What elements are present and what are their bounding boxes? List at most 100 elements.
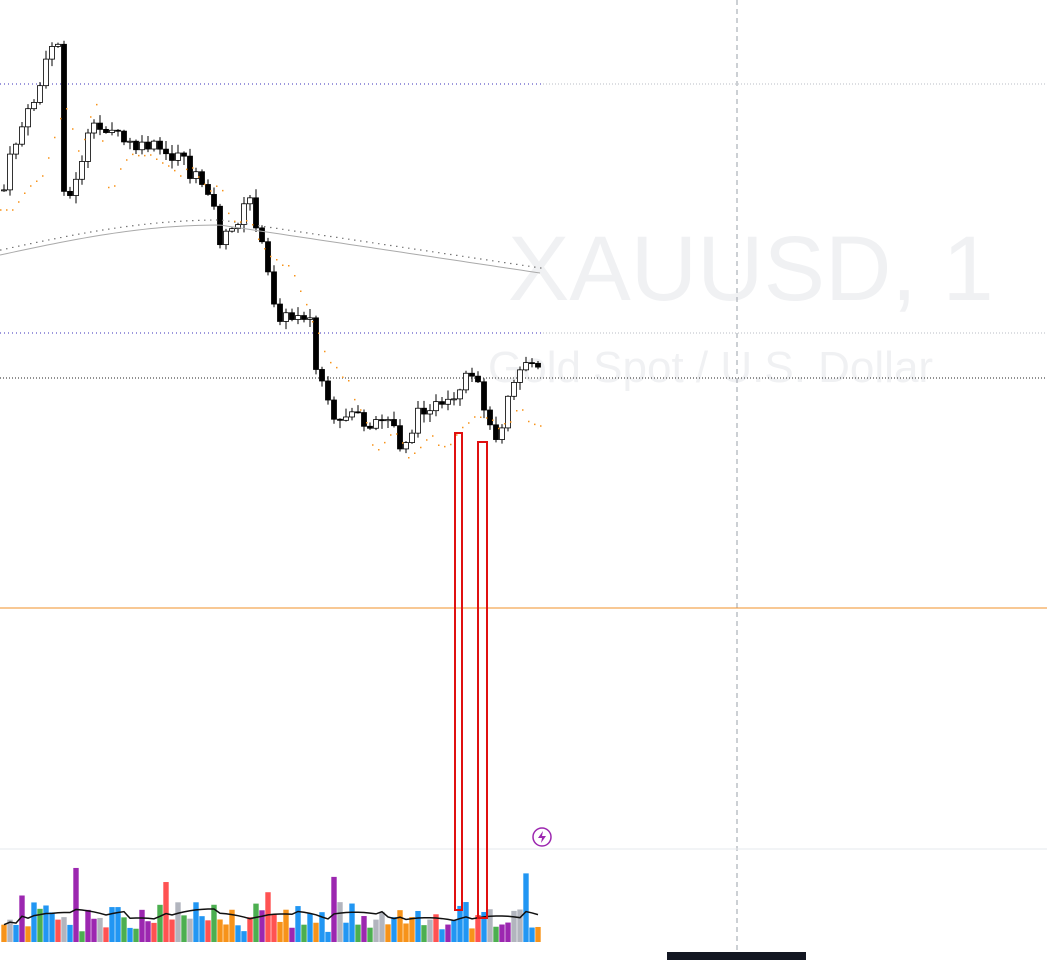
volume-bar bbox=[427, 919, 433, 942]
volume-bar bbox=[535, 926, 541, 942]
volume-bar bbox=[121, 917, 127, 942]
volume-bar bbox=[409, 917, 415, 942]
candle-body bbox=[313, 317, 319, 370]
volume-bar bbox=[331, 876, 337, 942]
candle-body bbox=[421, 407, 427, 415]
candle-body bbox=[199, 171, 205, 185]
volume-bar bbox=[337, 902, 343, 942]
candle-body bbox=[73, 178, 79, 196]
candle-body bbox=[235, 224, 241, 230]
candle-body bbox=[79, 161, 85, 180]
volume-bar bbox=[55, 919, 61, 942]
candle-body bbox=[517, 369, 523, 383]
volume-bar bbox=[505, 922, 511, 942]
candle-body bbox=[181, 152, 187, 157]
candle-body bbox=[259, 227, 265, 243]
volume-bar bbox=[31, 902, 37, 942]
volume-bar bbox=[271, 914, 277, 942]
candle-body bbox=[385, 419, 391, 422]
volume-bar bbox=[211, 904, 217, 942]
candle-body bbox=[175, 152, 181, 161]
moving-average-dots bbox=[0, 219, 542, 269]
volume-bar bbox=[313, 922, 319, 942]
candle-body bbox=[475, 375, 481, 383]
candle-body bbox=[355, 411, 361, 414]
candle-body bbox=[391, 419, 397, 427]
volume-bar bbox=[343, 922, 349, 942]
volume-bar bbox=[325, 931, 331, 942]
volume-bar bbox=[157, 904, 163, 942]
moving-average bbox=[0, 224, 541, 274]
candle-body bbox=[481, 381, 487, 411]
volume-bar bbox=[421, 925, 427, 942]
candle-body bbox=[535, 362, 541, 368]
volume-bar bbox=[301, 924, 307, 942]
candle-body bbox=[319, 369, 325, 382]
candle-body bbox=[415, 407, 421, 434]
candle-body bbox=[451, 398, 457, 401]
candle-body bbox=[139, 141, 145, 151]
volume-bar bbox=[379, 911, 385, 942]
volume-bar bbox=[223, 924, 229, 942]
toolbar bbox=[667, 952, 806, 960]
candle-body bbox=[457, 389, 463, 400]
volume-bar bbox=[79, 931, 85, 942]
volume-bar bbox=[19, 895, 25, 942]
volume-bar bbox=[229, 909, 235, 942]
candle-body bbox=[529, 362, 535, 365]
candle-body bbox=[337, 418, 343, 421]
candle-body bbox=[229, 228, 235, 232]
candle-body bbox=[331, 399, 337, 420]
candle-body bbox=[91, 122, 97, 134]
volume-bar bbox=[277, 921, 283, 942]
volume-bar bbox=[241, 931, 247, 942]
volume-bar bbox=[193, 902, 199, 942]
candle-body bbox=[61, 43, 67, 192]
volume-bar bbox=[259, 910, 265, 942]
candle-body bbox=[283, 312, 289, 322]
candle-body bbox=[157, 140, 163, 150]
volume-bar bbox=[49, 912, 55, 942]
candle-body bbox=[49, 46, 55, 60]
candle-body bbox=[265, 241, 271, 273]
candle-body bbox=[379, 419, 385, 422]
volume-bar bbox=[523, 873, 529, 942]
volume-bar bbox=[511, 910, 517, 942]
volume-bar bbox=[13, 924, 19, 942]
volume-bar bbox=[355, 924, 361, 942]
volume-bar bbox=[529, 927, 535, 942]
candle-body bbox=[163, 148, 169, 155]
candle-body bbox=[397, 425, 403, 450]
volume-bar bbox=[145, 921, 151, 942]
volume-bar bbox=[397, 910, 403, 942]
volume-bar bbox=[361, 916, 367, 942]
volume-bar bbox=[199, 916, 205, 942]
volume-bar bbox=[367, 927, 373, 942]
candle-body bbox=[403, 442, 409, 450]
volume-bar bbox=[103, 927, 109, 942]
volume-bar bbox=[205, 920, 211, 942]
candle-body bbox=[433, 401, 439, 412]
volume-bar bbox=[415, 910, 421, 942]
candle-body bbox=[193, 171, 199, 179]
candle-body bbox=[37, 85, 43, 103]
candle-body bbox=[145, 141, 151, 150]
volume-bar bbox=[43, 905, 49, 942]
candle-body bbox=[241, 203, 247, 226]
candle-body bbox=[19, 126, 25, 145]
volume-bar bbox=[265, 892, 271, 942]
volume-bar bbox=[133, 928, 139, 942]
candle-body bbox=[505, 395, 511, 429]
alert-bolt bbox=[538, 831, 546, 843]
candle-body bbox=[511, 381, 517, 397]
volume-bar bbox=[109, 907, 115, 942]
volume-bar bbox=[517, 909, 523, 942]
volume-bar bbox=[457, 905, 463, 942]
volume-bar bbox=[439, 929, 445, 942]
candle-body bbox=[367, 425, 373, 429]
volume-bar bbox=[91, 918, 97, 942]
candle-body bbox=[115, 129, 121, 132]
volume-bar bbox=[289, 927, 295, 942]
candle-body bbox=[43, 58, 49, 87]
volume bbox=[1, 867, 541, 942]
